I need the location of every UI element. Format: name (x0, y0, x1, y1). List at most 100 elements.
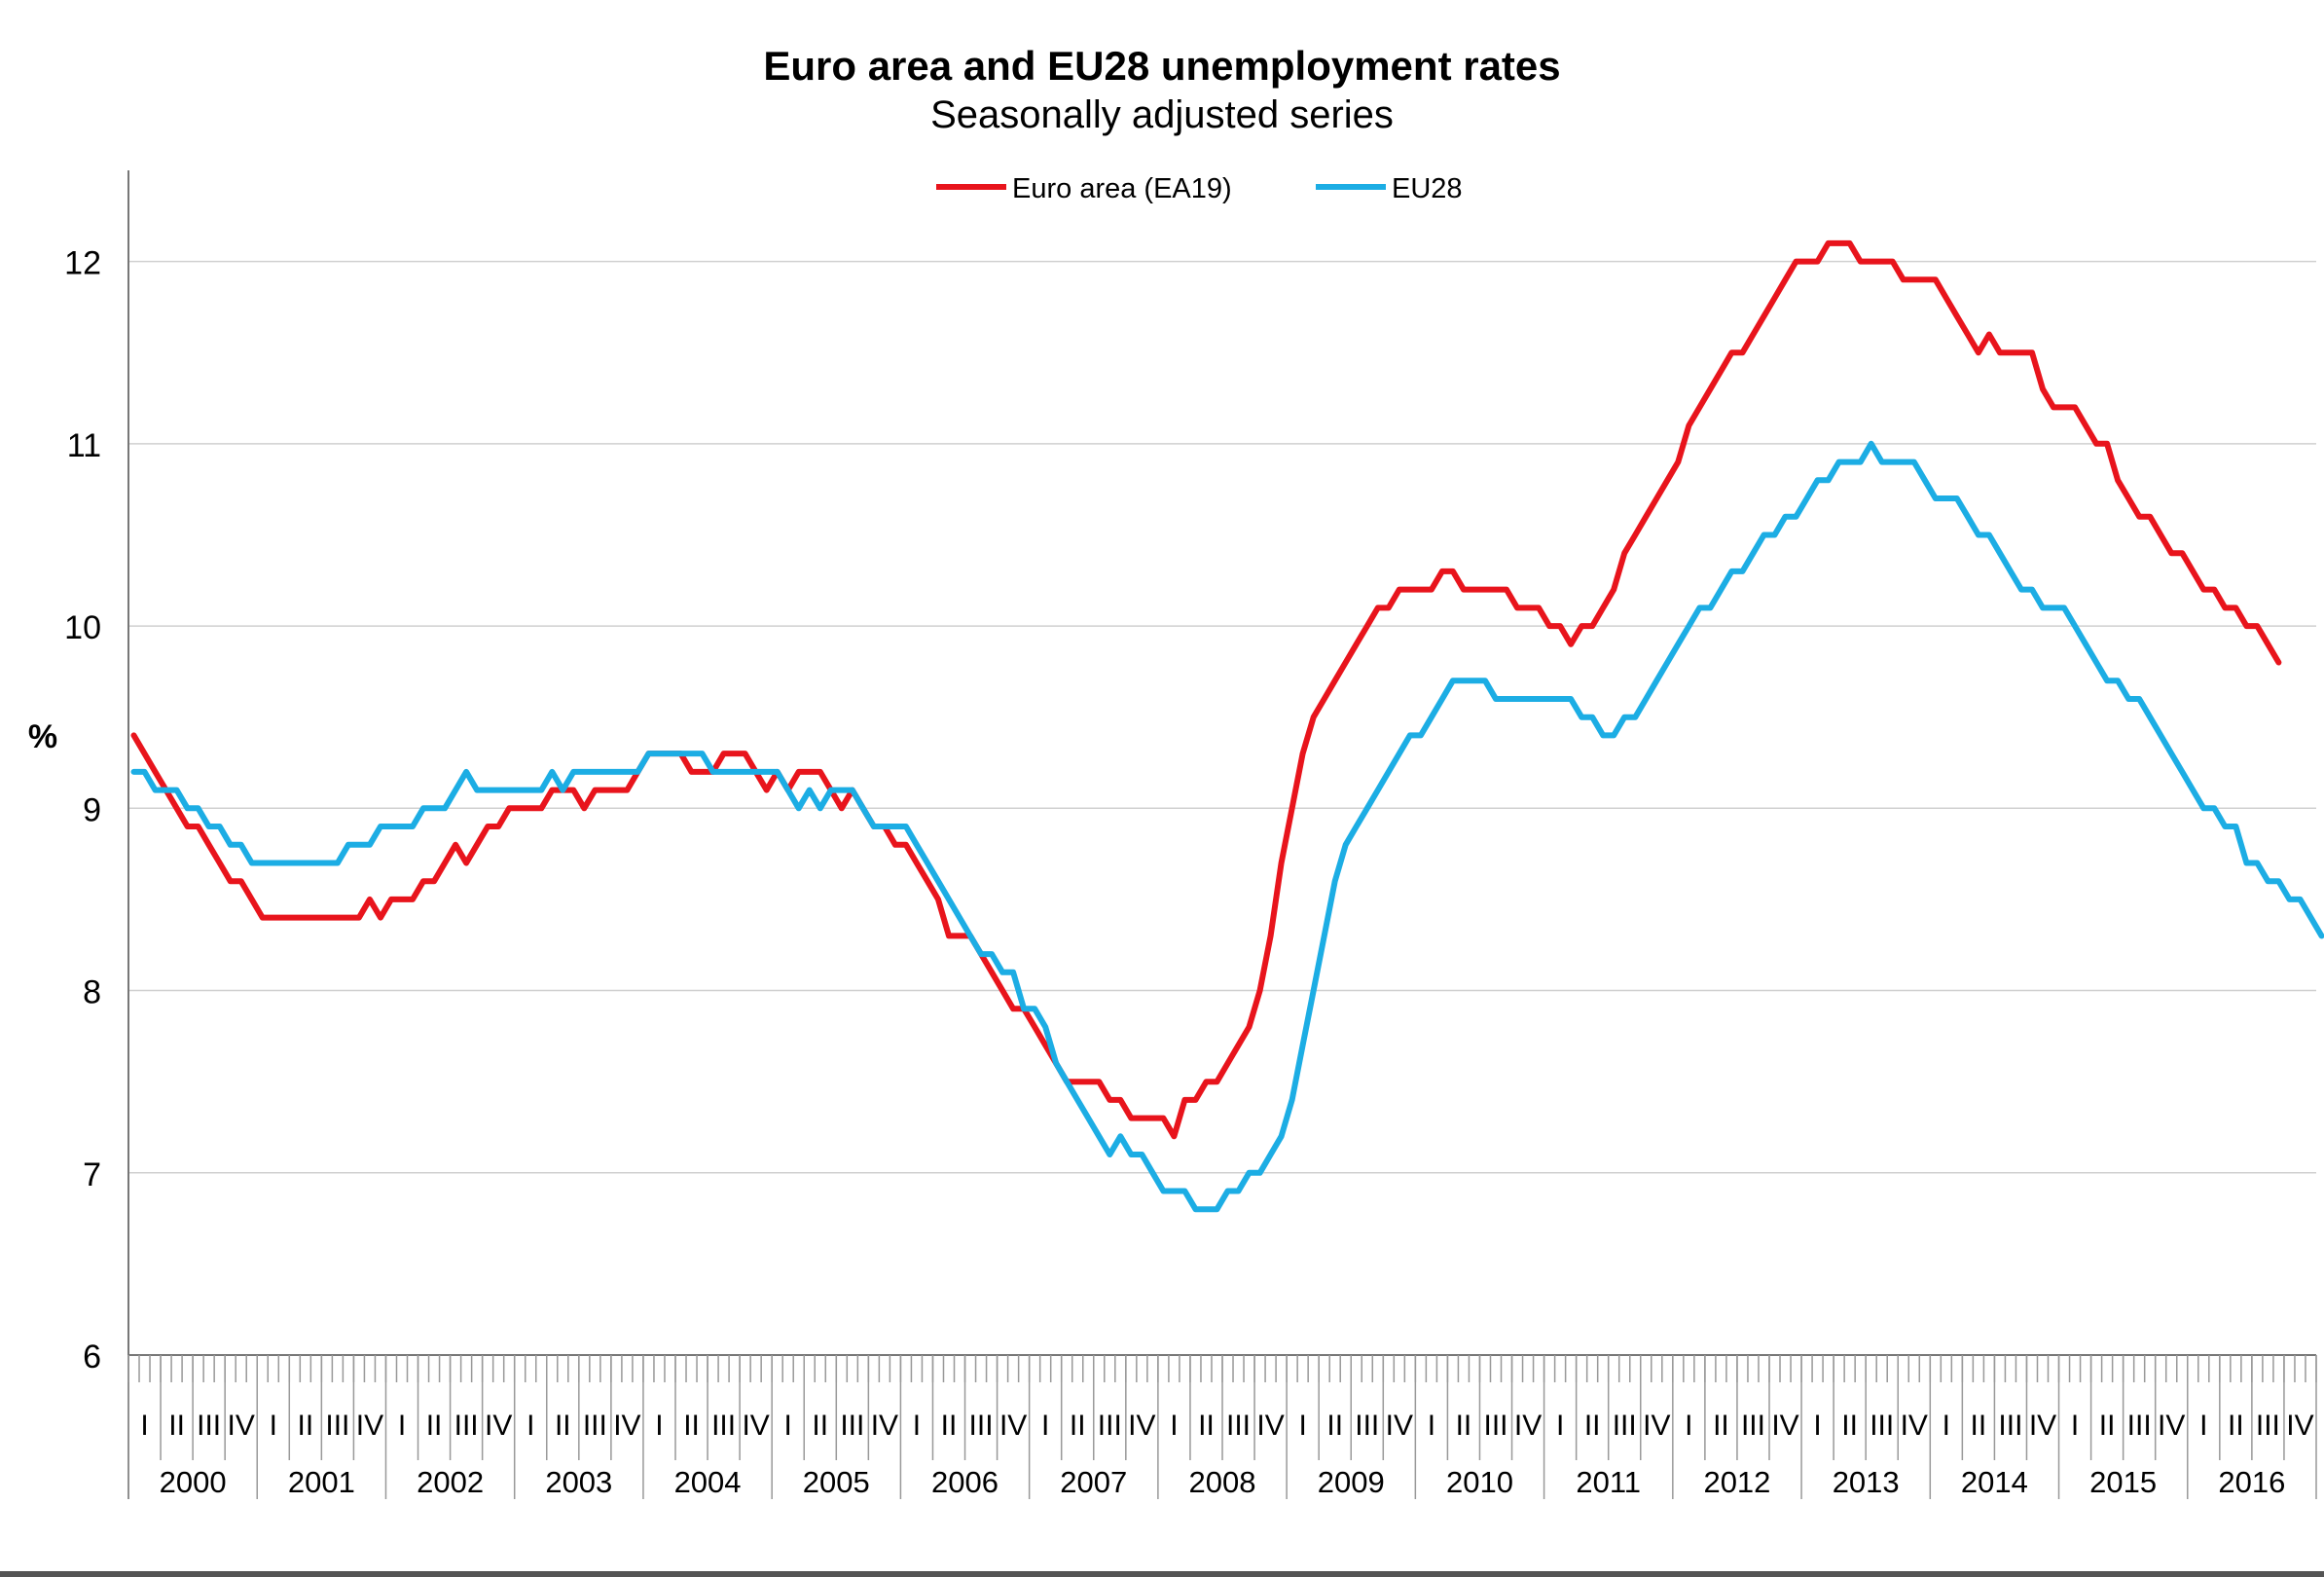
quarter-label: IV (613, 1410, 640, 1442)
year-label: 2008 (1189, 1465, 1256, 1499)
quarter-label: I (784, 1410, 792, 1442)
quarter-label: III (2256, 1410, 2280, 1442)
quarter-label: IV (871, 1410, 898, 1442)
quarter-label: III (711, 1410, 736, 1442)
quarter-label: IV (742, 1410, 769, 1442)
quarter-label: II (1070, 1410, 1086, 1442)
y-tick-label: 10 (64, 609, 101, 646)
quarter-label: I (2071, 1410, 2079, 1442)
quarter-label: I (527, 1410, 534, 1442)
quarter-label: III (197, 1410, 221, 1442)
quarter-label: III (2127, 1410, 2152, 1442)
quarter-label: IV (1386, 1410, 1413, 1442)
quarter-label: II (941, 1410, 958, 1442)
quarter-label: III (583, 1410, 607, 1442)
quarter-label: I (1428, 1410, 1435, 1442)
y-tick-label: 7 (83, 1156, 101, 1193)
quarter-label: I (2199, 1410, 2207, 1442)
quarter-label: I (140, 1410, 148, 1442)
legend-label: EU28 (1392, 173, 1463, 204)
y-tick-label: 8 (83, 974, 101, 1011)
quarter-label: III (1998, 1410, 2022, 1442)
chart-title: Euro area and EU28 unemployment rates (763, 43, 1561, 89)
year-label: 2006 (931, 1465, 999, 1499)
quarter-label: IV (2286, 1410, 2313, 1442)
quarter-label: IV (1643, 1410, 1670, 1442)
y-axis-label: % (28, 718, 57, 755)
quarter-label: II (1456, 1410, 1472, 1442)
year-label: 2000 (160, 1465, 227, 1499)
quarter-label: II (683, 1410, 700, 1442)
quarter-label: I (913, 1410, 921, 1442)
quarter-label: IV (2029, 1410, 2056, 1442)
series-line-euro-area (130, 239, 2282, 1140)
quarter-label: IV (228, 1410, 255, 1442)
y-tick-label: 11 (67, 427, 101, 464)
quarter-label: II (812, 1410, 828, 1442)
quarter-label: II (2228, 1410, 2244, 1442)
quarter-label: III (969, 1410, 994, 1442)
quarter-label: III (454, 1410, 479, 1442)
year-label: 2011 (1576, 1465, 1641, 1499)
year-label: 2003 (545, 1465, 612, 1499)
quarter-label: IV (1901, 1410, 1928, 1442)
quarter-label: I (398, 1410, 406, 1442)
year-label: 2015 (2089, 1465, 2157, 1499)
quarter-label: IV (1256, 1410, 1284, 1442)
quarter-label: II (1584, 1410, 1601, 1442)
y-tick-label: 9 (83, 791, 101, 828)
quarter-label: II (426, 1410, 443, 1442)
quarter-label: III (325, 1410, 349, 1442)
quarter-label: I (655, 1410, 663, 1442)
quarter-label: III (1870, 1410, 1894, 1442)
quarter-label: II (1198, 1410, 1215, 1442)
quarter-label: III (1355, 1410, 1379, 1442)
quarter-label: IV (356, 1410, 383, 1442)
quarter-label: IV (485, 1410, 512, 1442)
year-label: 2005 (803, 1465, 870, 1499)
quarter-label: II (1326, 1410, 1343, 1442)
quarter-label: I (270, 1410, 277, 1442)
quarter-label: I (1943, 1410, 1950, 1442)
chart-subtitle: Seasonally adjusted series (930, 93, 1394, 136)
year-label: 2004 (674, 1465, 742, 1499)
quarter-label: IV (1128, 1410, 1155, 1442)
year-label: 2007 (1060, 1465, 1127, 1499)
quarter-label: III (1483, 1410, 1507, 1442)
year-label: 2010 (1446, 1465, 1513, 1499)
quarter-label: III (1613, 1410, 1637, 1442)
bottom-divider (0, 1571, 2324, 1577)
quarter-label: II (1713, 1410, 1729, 1442)
quarter-label: IV (2158, 1410, 2185, 1442)
year-label: 2013 (1833, 1465, 1900, 1499)
quarter-label: I (1298, 1410, 1306, 1442)
year-label: 2014 (1961, 1465, 2028, 1499)
quarter-label: II (297, 1410, 313, 1442)
year-label: 2016 (2218, 1465, 2285, 1499)
quarter-label: III (1098, 1410, 1122, 1442)
legend-label: Euro area (EA19) (1012, 173, 1232, 204)
quarter-label: II (1841, 1410, 1858, 1442)
quarter-label: III (1226, 1410, 1251, 1442)
quarter-label: I (1556, 1410, 1564, 1442)
quarter-label: IV (1514, 1410, 1542, 1442)
quarter-label: II (1971, 1410, 1987, 1442)
quarter-label: I (1813, 1410, 1821, 1442)
quarter-label: IV (1771, 1410, 1798, 1442)
y-tick-label: 6 (83, 1339, 101, 1375)
quarter-label: III (840, 1410, 864, 1442)
quarter-label: IV (999, 1410, 1027, 1442)
year-label: 2002 (417, 1465, 484, 1499)
year-label: 2001 (288, 1465, 355, 1499)
quarter-label: I (1170, 1410, 1178, 1442)
quarter-label: II (555, 1410, 571, 1442)
year-label: 2009 (1318, 1465, 1385, 1499)
quarter-label: III (1741, 1410, 1765, 1442)
quarter-label: II (168, 1410, 185, 1442)
quarter-label: I (1685, 1410, 1692, 1442)
year-label: 2012 (1703, 1465, 1770, 1499)
quarter-label: II (2099, 1410, 2116, 1442)
series-line-eu28 (130, 440, 2324, 1213)
